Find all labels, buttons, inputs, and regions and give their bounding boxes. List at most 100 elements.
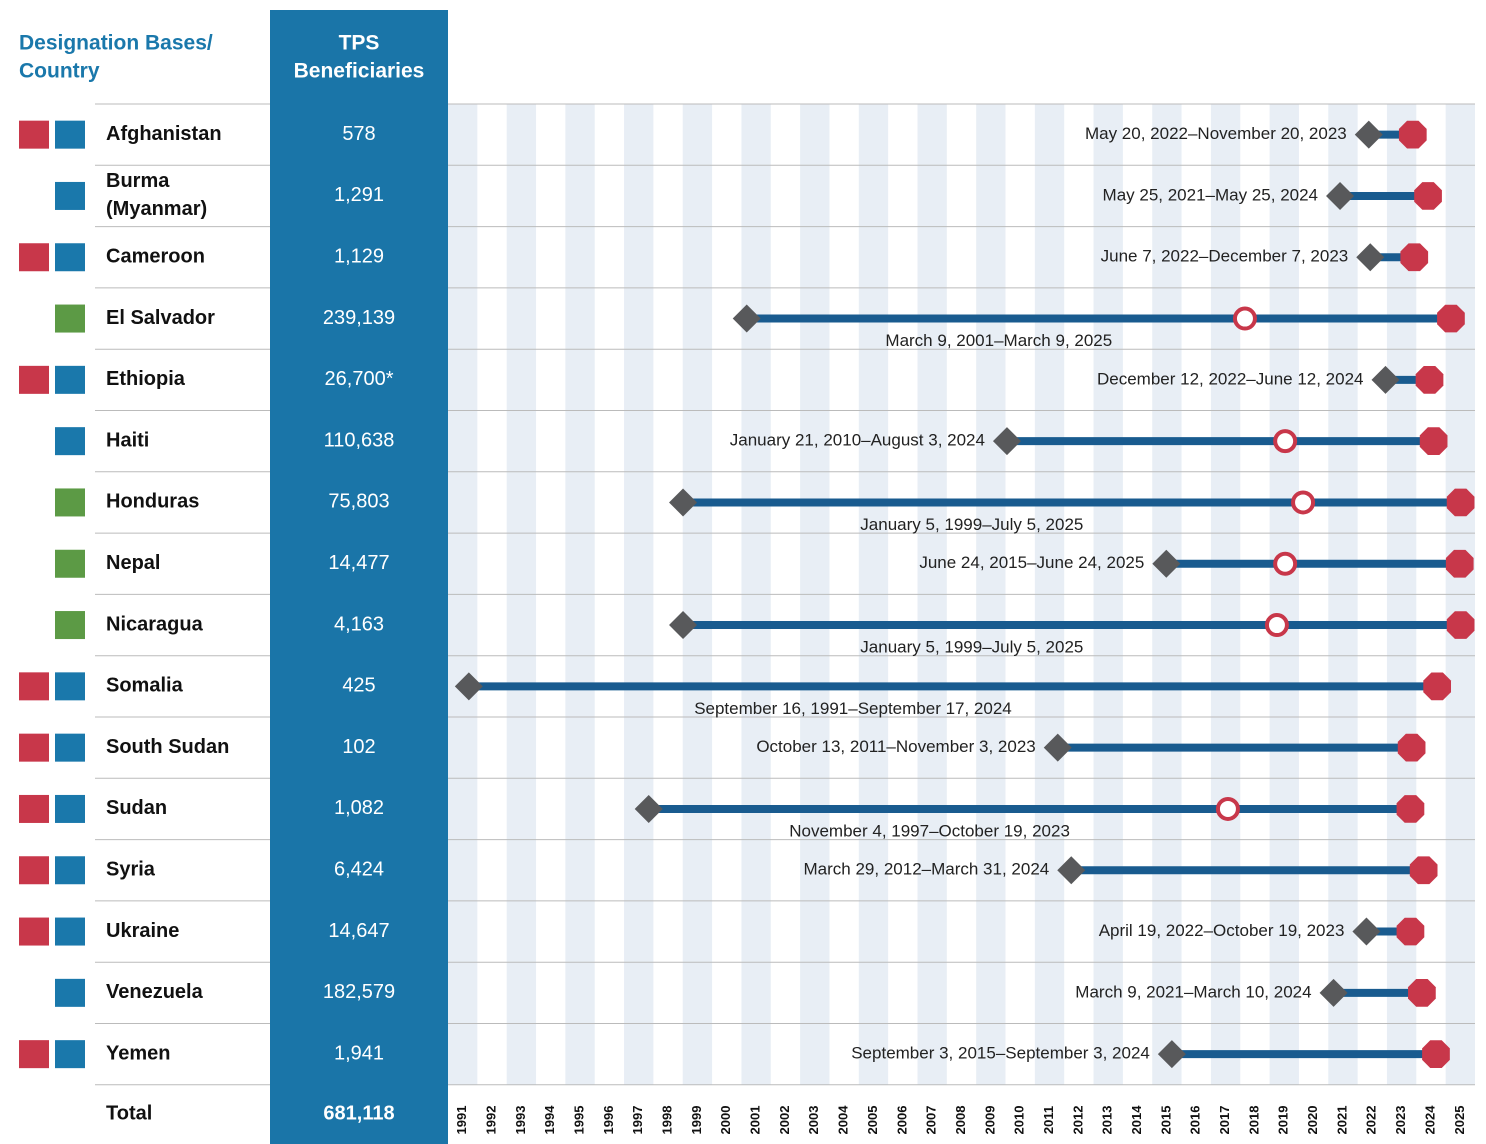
date-range-label: March 9, 2021–March 10, 2024 xyxy=(1075,982,1311,1001)
designation-basis xyxy=(55,978,85,1007)
total-value: 681,118 xyxy=(323,1103,394,1125)
x-tick-label: 1998 xyxy=(660,1106,675,1135)
designation-basis xyxy=(19,672,49,701)
designation-basis xyxy=(19,856,49,885)
x-tick-label: 2018 xyxy=(1246,1106,1261,1135)
end-marker xyxy=(1396,795,1425,823)
start-marker xyxy=(1152,549,1181,578)
designation-basis xyxy=(55,794,85,823)
country-name: El Salvador xyxy=(106,307,215,329)
country-name: Ukraine xyxy=(106,920,179,942)
beneficiaries-value: 1,129 xyxy=(334,246,384,268)
x-tick-label: 2013 xyxy=(1100,1106,1115,1135)
end-marker xyxy=(1446,611,1475,639)
designation-basis xyxy=(55,733,85,762)
beneficiaries-value: 75,803 xyxy=(328,491,389,513)
x-tick-label: 1991 xyxy=(454,1106,469,1135)
x-tick-label: 1994 xyxy=(542,1105,557,1135)
designation-basis xyxy=(55,365,85,394)
date-range-label: April 19, 2022–October 19, 2023 xyxy=(1099,921,1345,940)
x-tick-label: 2007 xyxy=(924,1106,939,1135)
start-marker xyxy=(1319,978,1348,1007)
x-tick-label: 1993 xyxy=(513,1106,528,1135)
country-name: Afghanistan xyxy=(106,123,222,145)
header-country: Designation Bases/ xyxy=(19,32,213,55)
date-range-label: January 5, 1999–July 5, 2025 xyxy=(860,638,1083,657)
end-marker xyxy=(1437,304,1465,333)
country-name: (Myanmar) xyxy=(106,198,207,220)
end-marker xyxy=(1409,856,1438,885)
designation-basis xyxy=(19,733,49,762)
start-marker xyxy=(992,427,1021,456)
x-tick-label: 2001 xyxy=(748,1106,763,1135)
end-marker xyxy=(1400,243,1429,272)
end-marker xyxy=(1445,549,1474,578)
x-tick-label: 2017 xyxy=(1217,1106,1232,1135)
x-tick-label: 2009 xyxy=(982,1106,997,1135)
start-marker xyxy=(1354,120,1383,149)
x-tick-label: 2011 xyxy=(1041,1106,1056,1134)
redesignation-marker xyxy=(1273,551,1298,576)
x-tick-label: 2006 xyxy=(894,1106,909,1135)
designation-basis xyxy=(55,488,85,517)
date-range-label: January 21, 2010–August 3, 2024 xyxy=(730,431,985,450)
designation-basis xyxy=(55,243,85,272)
x-tick-label: 2000 xyxy=(718,1106,733,1135)
country-name: Ethiopia xyxy=(106,368,186,390)
country-name: Yemen xyxy=(106,1042,170,1064)
date-range-label: May 20, 2022–November 20, 2023 xyxy=(1085,124,1347,143)
country-name: Syria xyxy=(106,859,156,881)
designation-basis xyxy=(19,917,49,946)
designation-basis xyxy=(19,1040,49,1069)
x-tick-label: 2014 xyxy=(1129,1105,1144,1135)
x-tick-label: 2025 xyxy=(1452,1106,1467,1135)
designation-basis xyxy=(55,120,85,149)
date-range-label: September 3, 2015–September 3, 2024 xyxy=(851,1044,1150,1063)
start-marker xyxy=(1352,917,1381,946)
country-name: Sudan xyxy=(106,797,167,819)
date-range-label: March 29, 2012–March 31, 2024 xyxy=(804,860,1050,879)
header-country: Country xyxy=(19,60,100,83)
designation-basis xyxy=(55,181,85,210)
country-name: Somalia xyxy=(106,675,184,697)
redesignation-marker xyxy=(1215,796,1240,821)
designation-basis xyxy=(55,611,85,640)
redesignation-marker xyxy=(1232,306,1257,331)
country-name: Haiti xyxy=(106,429,149,451)
country-name: Nicaragua xyxy=(106,613,204,635)
x-tick-label: 2015 xyxy=(1158,1106,1173,1135)
date-range-label: May 25, 2021–May 25, 2024 xyxy=(1103,185,1318,204)
designation-basis xyxy=(19,243,49,272)
designation-basis xyxy=(55,549,85,578)
beneficiaries-value: 14,647 xyxy=(328,920,389,942)
x-tick-label: 2021 xyxy=(1334,1106,1349,1135)
start-marker xyxy=(634,794,663,823)
x-tick-label: 2022 xyxy=(1364,1106,1379,1135)
country-name: Venezuela xyxy=(106,981,204,1003)
beneficiaries-value: 102 xyxy=(342,736,375,758)
x-tick-label: 2004 xyxy=(836,1105,851,1135)
start-marker xyxy=(1043,733,1072,762)
total-label: Total xyxy=(106,1103,152,1125)
designation-basis xyxy=(55,427,85,456)
designation-basis xyxy=(19,365,49,394)
end-marker xyxy=(1419,427,1448,456)
start-marker xyxy=(1157,1040,1186,1069)
date-range-label: January 5, 1999–July 5, 2025 xyxy=(860,515,1083,534)
start-marker xyxy=(1371,365,1400,394)
beneficiaries-value: 182,579 xyxy=(323,981,395,1003)
x-tick-label: 2010 xyxy=(1012,1106,1027,1135)
designation-basis xyxy=(19,794,49,823)
start-marker xyxy=(1057,856,1086,885)
end-marker xyxy=(1423,672,1452,701)
country-name: Burma xyxy=(106,170,170,192)
beneficiaries-value: 6,424 xyxy=(334,859,384,881)
x-tick-label: 2012 xyxy=(1070,1106,1085,1135)
date-range-label: November 4, 1997–October 19, 2023 xyxy=(789,821,1070,840)
date-range-label: June 7, 2022–December 7, 2023 xyxy=(1101,247,1349,266)
end-marker xyxy=(1414,182,1442,210)
start-marker xyxy=(454,672,483,701)
designation-basis xyxy=(55,1040,85,1069)
beneficiaries-value: 110,638 xyxy=(324,429,395,451)
designation-basis xyxy=(55,304,85,333)
